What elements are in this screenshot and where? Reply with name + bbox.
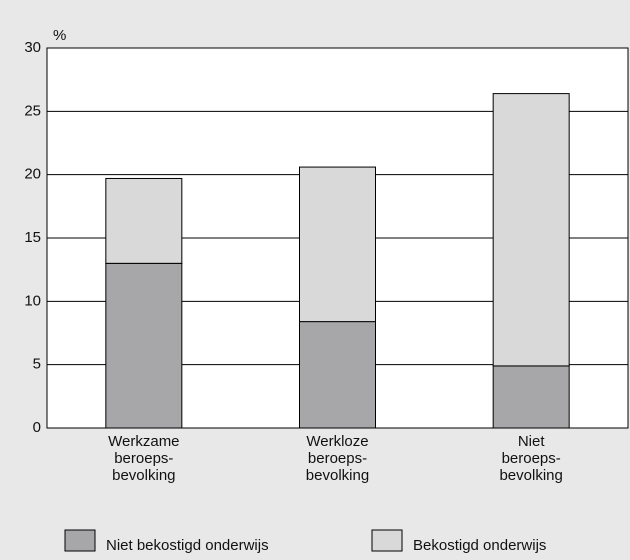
- x-tick-label-line: beroeps-: [114, 450, 173, 467]
- legend-swatch: [64, 529, 96, 552]
- bar-segment: [105, 262, 183, 429]
- x-tick-label: Werkloze beroeps-bevolking: [306, 433, 369, 484]
- x-tick-label-line: bevolking: [112, 467, 175, 484]
- y-tick-label: 30: [24, 39, 41, 56]
- x-tick-label-line: bevolking: [306, 467, 369, 484]
- x-tick-label-line: beroeps-: [308, 450, 367, 467]
- y-tick-label: 15: [24, 229, 41, 246]
- y-tick-label: 25: [24, 102, 41, 119]
- y-tick-label: 20: [24, 166, 41, 183]
- x-tick-label-line: Werkzame: [108, 433, 179, 450]
- x-tick-label-line: Niet: [518, 433, 546, 450]
- bar-segment: [492, 93, 570, 367]
- bar-segment: [492, 365, 570, 429]
- bar-segment: [299, 166, 376, 323]
- y-tick-label: 0: [33, 419, 41, 436]
- x-tick-label-line: bevolking: [499, 467, 562, 484]
- y-axis-label: %: [53, 27, 66, 44]
- x-tick-label: Niet beroeps-bevolking: [499, 433, 562, 484]
- x-tick-label-line: beroeps-: [502, 450, 561, 467]
- y-tick-label: 10: [24, 292, 41, 309]
- y-tick-label: 5: [33, 356, 41, 373]
- legend-label: Niet bekostigd onderwijs: [106, 537, 269, 554]
- legend-swatch: [371, 529, 403, 552]
- x-tick-label-line: Werkloze: [306, 433, 368, 450]
- x-tick-label: Werkzame beroeps-bevolking: [108, 433, 179, 484]
- legend-label: Bekostigd onderwijs: [413, 537, 546, 554]
- bar-segment: [299, 321, 376, 429]
- bar-segment: [105, 177, 183, 264]
